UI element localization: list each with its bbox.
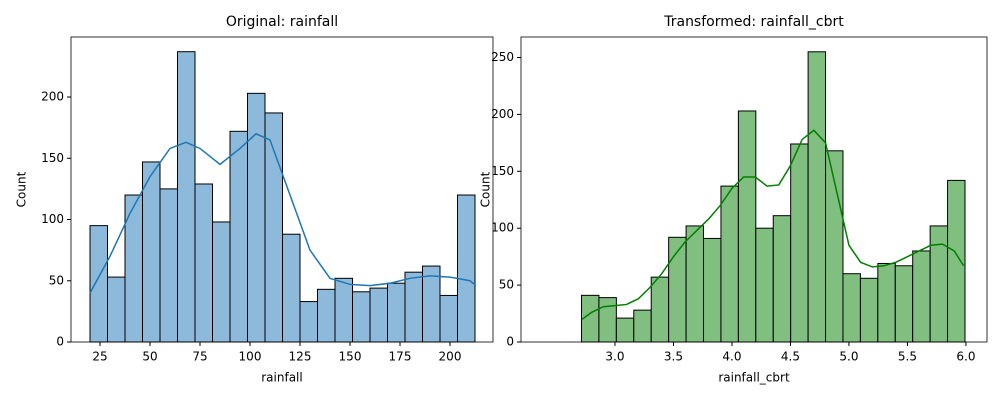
bar [615, 317, 635, 343]
bar [142, 161, 161, 343]
x-tick-label: 4.0 [722, 350, 741, 364]
bar [842, 273, 861, 343]
x-tick-label: 3.0 [605, 350, 624, 364]
bar [685, 225, 705, 343]
y-tick-label: 200 [41, 90, 64, 104]
bar [422, 265, 441, 343]
y-axis-label: Count [15, 171, 29, 207]
bar [247, 92, 266, 343]
x-axis-label: rainfall_cbrt [718, 371, 790, 385]
x-tick-label: 75 [192, 350, 207, 364]
y-tick-label: 0 [56, 335, 64, 349]
bar [859, 277, 879, 343]
bar [159, 188, 178, 343]
bar [194, 183, 213, 343]
x-tick-label: 125 [289, 350, 312, 364]
bar [790, 143, 809, 343]
x-tick-label: 25 [92, 350, 107, 364]
kde-line [581, 129, 965, 320]
axes-frame [520, 36, 988, 343]
bar [177, 51, 196, 343]
y-tick-label: 100 [491, 221, 514, 235]
x-tick-label: 4.5 [781, 350, 800, 364]
x-tick-label: 50 [142, 350, 157, 364]
bar [929, 225, 949, 343]
bar [633, 309, 652, 343]
x-tick-label: 5.5 [898, 350, 917, 364]
bar [807, 51, 827, 343]
x-tick-label: 5.0 [839, 350, 858, 364]
bar [299, 301, 318, 343]
y-tick-label: 0 [506, 335, 514, 349]
chart-title: Transformed: rainfall_cbrt [663, 14, 844, 30]
axes-frame [70, 36, 494, 343]
bar [720, 185, 739, 343]
bar [703, 237, 722, 343]
bar [369, 287, 388, 343]
bar [650, 276, 670, 343]
y-tick-label: 150 [41, 151, 64, 165]
bar [755, 227, 774, 343]
bar [229, 130, 248, 343]
y-tick-label: 150 [491, 164, 514, 178]
y-axis-label: Count [479, 171, 493, 207]
bar [387, 282, 406, 343]
bar [598, 297, 617, 343]
bar [282, 233, 301, 343]
kde-line [89, 132, 477, 294]
bar [334, 277, 353, 343]
bar [89, 225, 108, 343]
chart-title: Original: rainfall [226, 14, 338, 30]
x-tick-label: 3.5 [664, 350, 683, 364]
bar [912, 250, 931, 343]
bar [439, 294, 458, 343]
bar [404, 271, 423, 343]
x-tick-label: 100 [239, 350, 262, 364]
y-tick-label: 50 [49, 273, 64, 287]
y-tick-label: 50 [499, 278, 514, 292]
x-tick-label: 175 [389, 350, 412, 364]
x-axis-label: rainfall [261, 371, 302, 385]
bar [947, 179, 966, 343]
y-tick-label: 200 [491, 107, 514, 121]
x-tick-label: 150 [339, 350, 362, 364]
bar [264, 112, 283, 343]
x-tick-label: 200 [439, 350, 462, 364]
bar [212, 221, 231, 343]
bar [894, 265, 914, 343]
y-tick-label: 100 [41, 212, 64, 226]
bar [877, 262, 896, 343]
x-tick-label: 6.0 [956, 350, 975, 364]
bar [317, 288, 336, 343]
y-tick-label: 250 [491, 50, 514, 64]
bar [668, 236, 687, 343]
bar [352, 291, 371, 343]
bar [457, 194, 476, 343]
bar [737, 110, 757, 343]
bar [107, 276, 126, 343]
bar [772, 215, 792, 343]
